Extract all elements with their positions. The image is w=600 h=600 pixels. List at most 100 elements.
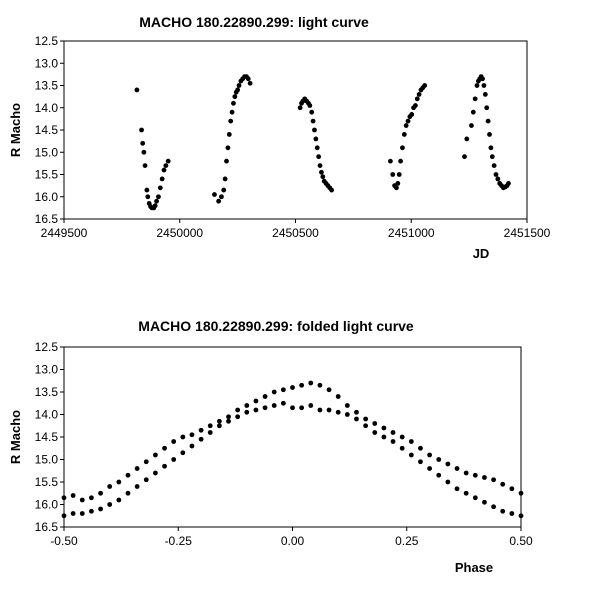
folded-light-curve-x-tick-label: -0.25 xyxy=(165,534,193,548)
folded-light-curve-data-point xyxy=(344,403,350,408)
light-curve-data-point xyxy=(156,194,161,200)
folded-light-curve-data-point xyxy=(436,472,442,478)
light-curve-data-point xyxy=(413,103,418,108)
folded-light-curve-data-point xyxy=(198,427,204,433)
light-curve-data-point xyxy=(474,83,480,88)
light-curve-y-tick-label: 14.5 xyxy=(35,123,59,137)
folded-light-curve-y-tick-label: 15.5 xyxy=(35,475,59,489)
light-curve-data-point xyxy=(422,83,428,88)
light-curve-data-point xyxy=(312,127,317,133)
folded-light-curve-data-point xyxy=(418,459,423,465)
folded-light-curve-data-point xyxy=(162,445,167,451)
light-curve-x-tick-label: 2449500 xyxy=(41,226,88,240)
light-curve-data-point xyxy=(464,136,470,142)
light-curve-data-point xyxy=(495,176,501,182)
folded-light-curve-data-point xyxy=(390,439,396,444)
light-curve-data-point xyxy=(229,109,235,115)
folded-light-curve-data-point xyxy=(354,416,359,422)
light-curve-data-point xyxy=(225,145,231,151)
folded-light-curve-y-tick-label: 15.0 xyxy=(35,453,59,467)
light-curve-data-point xyxy=(163,163,169,169)
folded-light-curve-data-point xyxy=(207,430,213,435)
light-curve-data-point xyxy=(414,96,420,102)
folded-light-curve-x-tick-label: 0.25 xyxy=(395,534,419,548)
folded-light-curve-data-point xyxy=(463,490,469,496)
light-curve-data-point xyxy=(157,185,163,191)
folded-light-curve-data-point xyxy=(143,477,149,483)
light-curve-x-ticks: 2449500 2450000 2450500 2451000 2451500 xyxy=(41,219,551,240)
folded-light-curve-data-point xyxy=(244,403,250,408)
light-curve-data-point xyxy=(221,187,227,193)
folded-light-curve-y-tick-label: 13.5 xyxy=(35,385,59,399)
light-curve-y-axis-label: R Macho xyxy=(8,103,23,157)
folded-light-curve-data-point xyxy=(280,387,286,393)
folded-light-curve-data-point xyxy=(216,418,222,424)
light-curve-data-point xyxy=(310,118,316,124)
folded-light-curve-data-point xyxy=(70,511,76,516)
light-curve-x-tick-label: 2451500 xyxy=(504,226,551,240)
folded-light-curve-data-point xyxy=(153,452,158,458)
folded-light-curve-panel: MACHO 180.22890.299: folded light curve … xyxy=(8,318,533,575)
folded-light-curve-y-tick-label: 13.0 xyxy=(35,363,59,377)
light-curve-data-point xyxy=(317,163,323,169)
light-curve-data-point xyxy=(316,154,322,160)
light-curve-data-point xyxy=(320,174,326,180)
folded-light-curve-data-point xyxy=(271,403,277,408)
folded-light-curve-data-point xyxy=(418,445,423,451)
folded-light-curve-data-point xyxy=(125,490,131,496)
light-curve-data-point xyxy=(395,181,401,186)
light-curve-data-point xyxy=(400,145,405,151)
folded-light-curve-data-point xyxy=(189,432,195,438)
folded-light-curve-data-point xyxy=(216,423,222,429)
light-curve-data-point xyxy=(506,181,511,186)
light-curve-y-tick-label: 14.0 xyxy=(35,101,59,115)
folded-light-curve-data-point xyxy=(500,508,506,514)
folded-light-curve-data-point xyxy=(198,436,204,442)
light-curve-data-point xyxy=(416,92,422,97)
folded-light-curve-data-point xyxy=(290,385,295,390)
light-curve-data-point xyxy=(154,198,160,204)
folded-light-curve-data-point xyxy=(116,497,122,503)
folded-light-curve-data-point xyxy=(326,407,332,413)
folded-light-curve-data-point xyxy=(226,418,231,424)
light-curve-data-point xyxy=(159,176,165,182)
light-curve-data-point xyxy=(165,158,171,164)
light-curve-data-point xyxy=(314,145,320,151)
folded-light-curve-y-tick-label: 14.5 xyxy=(35,430,59,444)
folded-light-curve-data-point xyxy=(235,414,241,420)
folded-light-curve-data-point xyxy=(125,472,131,478)
folded-light-curve-x-axis-label: Phase xyxy=(455,560,493,575)
folded-light-curve-data-point xyxy=(454,486,460,492)
folded-light-curve-data-point xyxy=(235,407,241,413)
folded-light-curve-data-point xyxy=(299,382,305,388)
light-curve-y-tick-label: 13.5 xyxy=(35,79,59,93)
folded-light-curve-data-point xyxy=(61,495,67,501)
folded-light-curve-data-point xyxy=(482,475,487,480)
folded-light-curve-data-point xyxy=(445,479,451,485)
folded-light-curve-data-point xyxy=(518,490,524,496)
light-curve-x-tick-label: 2450000 xyxy=(156,226,203,240)
light-curve-data-point xyxy=(481,83,487,88)
light-curve-data-point xyxy=(219,194,224,200)
folded-light-curve-data-point xyxy=(89,495,94,501)
light-curve-y-tick-label: 15.5 xyxy=(35,168,59,182)
folded-light-curve-data-point xyxy=(180,450,186,456)
light-curve-data-point xyxy=(228,118,234,124)
light-curve-data-point xyxy=(313,136,319,142)
folded-light-curve-data-point xyxy=(518,513,524,519)
light-curve-data-point xyxy=(390,172,396,177)
light-curve-data-point xyxy=(319,169,324,175)
folded-light-curve-y-tick-label: 16.0 xyxy=(35,498,59,512)
folded-light-curve-data-point xyxy=(326,387,332,393)
folded-light-curve-data-point xyxy=(98,506,103,512)
folded-light-curve-data-point xyxy=(134,466,140,471)
folded-light-curve-data-point xyxy=(107,502,113,507)
folded-light-curve-data-point xyxy=(472,472,478,478)
folded-light-curve-data-point xyxy=(509,486,515,492)
light-curve-data-point xyxy=(247,80,253,86)
light-curve-data-point xyxy=(484,105,490,111)
folded-light-curve-data-point xyxy=(372,421,378,426)
light-curve-data-point xyxy=(144,187,150,193)
folded-light-curve-data-point xyxy=(408,439,414,444)
